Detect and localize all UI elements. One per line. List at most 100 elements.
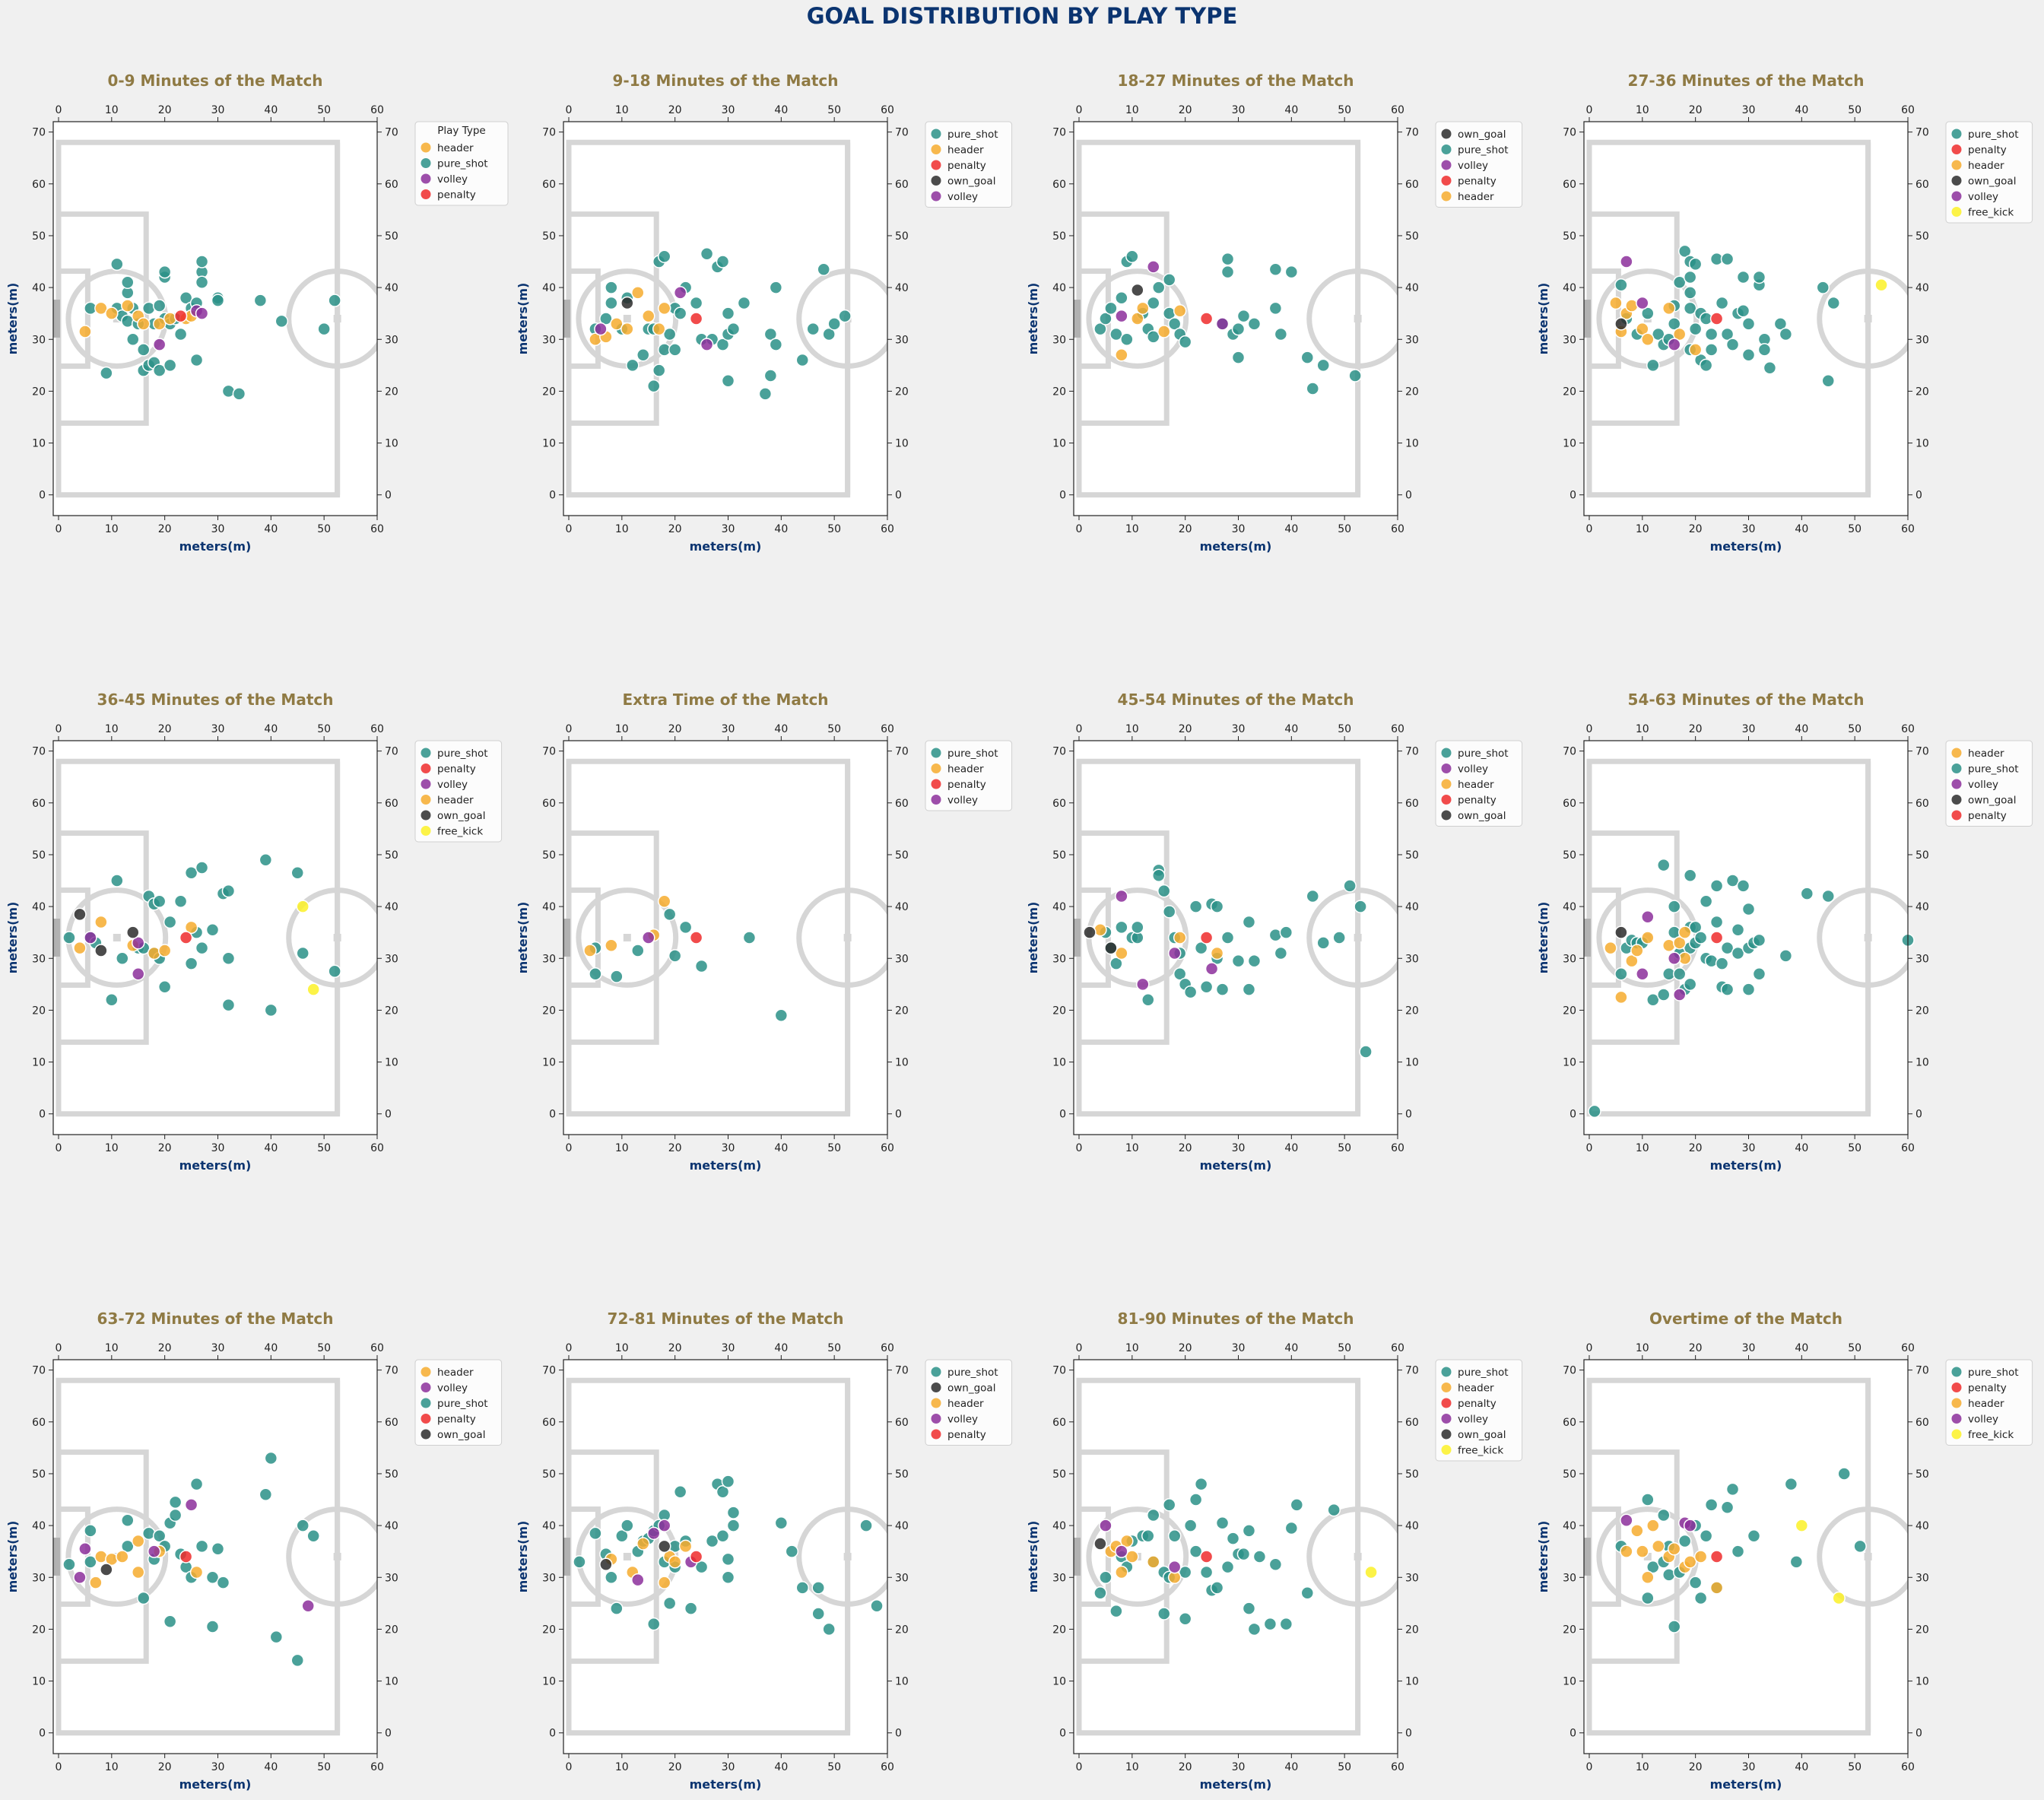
point-volley (1636, 296, 1649, 310)
point-pure-shot (785, 1544, 799, 1558)
y-tick-label-right: 30 (895, 334, 909, 346)
legend-label: own_goal (437, 810, 485, 822)
point-own-goal (1614, 317, 1628, 331)
x-tick-label: 20 (668, 1761, 682, 1773)
x-tick-label: 40 (1795, 1142, 1808, 1154)
point-pure-shot (1709, 879, 1724, 893)
x-tick-label-top: 0 (1586, 1342, 1593, 1354)
y-tick-label: 70 (1563, 127, 1576, 139)
x-tick-label: 30 (211, 523, 225, 535)
point-pure-shot (62, 931, 76, 944)
y-tick-label-right: 20 (895, 1005, 909, 1017)
point-pure-shot (1784, 1477, 1798, 1491)
point-pure-shot (615, 1529, 629, 1543)
y-tick-label: 30 (1052, 953, 1066, 965)
point-pure-shot (1699, 894, 1713, 909)
point-pure-shot (1741, 317, 1756, 331)
x-tick-label: 20 (1689, 1761, 1703, 1773)
pitch-chart: 0 0 10 10 20 20 30 30 40 40 50 50 60 60 0 0 10 10 20 20 30 30… (516, 71, 1013, 554)
point-header (1630, 1524, 1644, 1538)
legend-label: penalty (437, 1414, 476, 1426)
point-own-goal (94, 944, 108, 957)
point-pure-shot (1279, 925, 1293, 939)
legend-label: penalty (437, 189, 476, 202)
legend-label: volley (437, 1383, 468, 1395)
y-tick-label-right: 0 (895, 490, 902, 502)
point-pure-shot (116, 951, 129, 966)
plot-frame (1073, 1359, 1398, 1754)
chart-title: 9-18 Minutes of the Match (612, 71, 838, 90)
y-tick-label-right: 50 (1915, 849, 1929, 862)
y-tick-label-right: 50 (1405, 1468, 1419, 1481)
x-tick-label-top: 50 (1848, 104, 1862, 116)
point-pure-shot (1646, 993, 1660, 1007)
point-header (1636, 322, 1649, 336)
point-pure-shot (1720, 983, 1735, 996)
point-volley (1167, 946, 1182, 960)
point-pure-shot (1215, 983, 1230, 996)
point-pure-shot (763, 327, 778, 341)
point-pure-shot (121, 1539, 135, 1554)
legend-marker-own-goal (1441, 1429, 1452, 1440)
y-tick-label: 20 (1563, 386, 1576, 398)
point-pure-shot (1236, 1547, 1251, 1561)
legend-label: volley (1968, 1414, 1998, 1426)
x-tick-label: 50 (827, 1142, 841, 1154)
y-tick-label-right: 70 (385, 127, 398, 139)
y-tick-label: 50 (1563, 849, 1576, 862)
point-pure-shot (1693, 931, 1708, 944)
point-pure-shot (1704, 327, 1719, 341)
point-pure-shot (726, 1519, 741, 1532)
point-header (1625, 954, 1639, 968)
point-pure-shot (769, 281, 783, 294)
y-tick-label-right: 30 (385, 1572, 398, 1584)
point-volley (195, 306, 209, 320)
x-tick-label-top: 50 (1338, 104, 1351, 116)
chart-title: 63-72 Minutes of the Match (97, 1310, 334, 1328)
x-tick-label-top: 50 (317, 723, 331, 735)
pitch-chart: 0 0 10 10 20 20 30 30 40 40 50 50 60 60 0 0 10 10 20 20 30 30… (1026, 71, 1523, 554)
point-pure-shot (1199, 980, 1214, 994)
y-tick-label-right: 30 (895, 953, 909, 965)
point-pure-shot (1236, 309, 1251, 323)
y-tick-label: 60 (1563, 1417, 1576, 1429)
point-own-goal (1093, 1537, 1107, 1551)
legend-label: own_goal (947, 1383, 995, 1395)
point-pure-shot (1704, 1498, 1719, 1512)
point-header (1157, 325, 1171, 338)
y-tick-label-right: 50 (1405, 849, 1419, 862)
y-tick-label: 60 (542, 798, 556, 810)
legend-label: penalty (1458, 795, 1496, 807)
point-pure-shot (105, 993, 119, 1007)
point-pure-shot (646, 1617, 661, 1631)
point-pure-shot (700, 247, 714, 261)
point-pure-shot (1614, 967, 1628, 981)
legend-marker-penalty (931, 1429, 941, 1440)
point-pure-shot (1247, 1622, 1262, 1637)
y-tick-label: 0 (549, 490, 556, 502)
point-pure-shot (1720, 252, 1735, 266)
y-tick-label: 40 (542, 901, 556, 913)
y-tick-label: 70 (1052, 1365, 1066, 1377)
x-tick-label: 0 (1586, 1142, 1593, 1154)
y-axis-label: meters(m) (1536, 902, 1550, 974)
legend-marker-pure-shot (1951, 129, 1962, 139)
center-spot (1354, 934, 1362, 941)
x-tick-label-top: 20 (158, 723, 172, 735)
penalty-arc (1086, 1506, 1189, 1607)
legend-box (1945, 740, 2033, 827)
legend-box (1945, 1359, 2033, 1446)
y-tick-label: 30 (1563, 1572, 1576, 1584)
pitch-chart: 0 0 10 10 20 20 30 30 40 40 50 50 60 60 0 0 10 10 20 20 30 30… (516, 690, 1013, 1173)
point-header (1636, 1544, 1649, 1558)
chart-title: 27-36 Minutes of the Match (1628, 71, 1865, 90)
y-tick-label: 10 (542, 1676, 556, 1688)
point-own-goal (1104, 941, 1118, 955)
point-volley (631, 1573, 645, 1587)
x-tick-label-top: 30 (1232, 1342, 1246, 1354)
legend-title: Play Type (437, 125, 485, 137)
x-tick-label-top: 30 (211, 723, 225, 735)
legend-marker-pure-shot (421, 748, 431, 758)
legend-label: header (947, 763, 984, 776)
